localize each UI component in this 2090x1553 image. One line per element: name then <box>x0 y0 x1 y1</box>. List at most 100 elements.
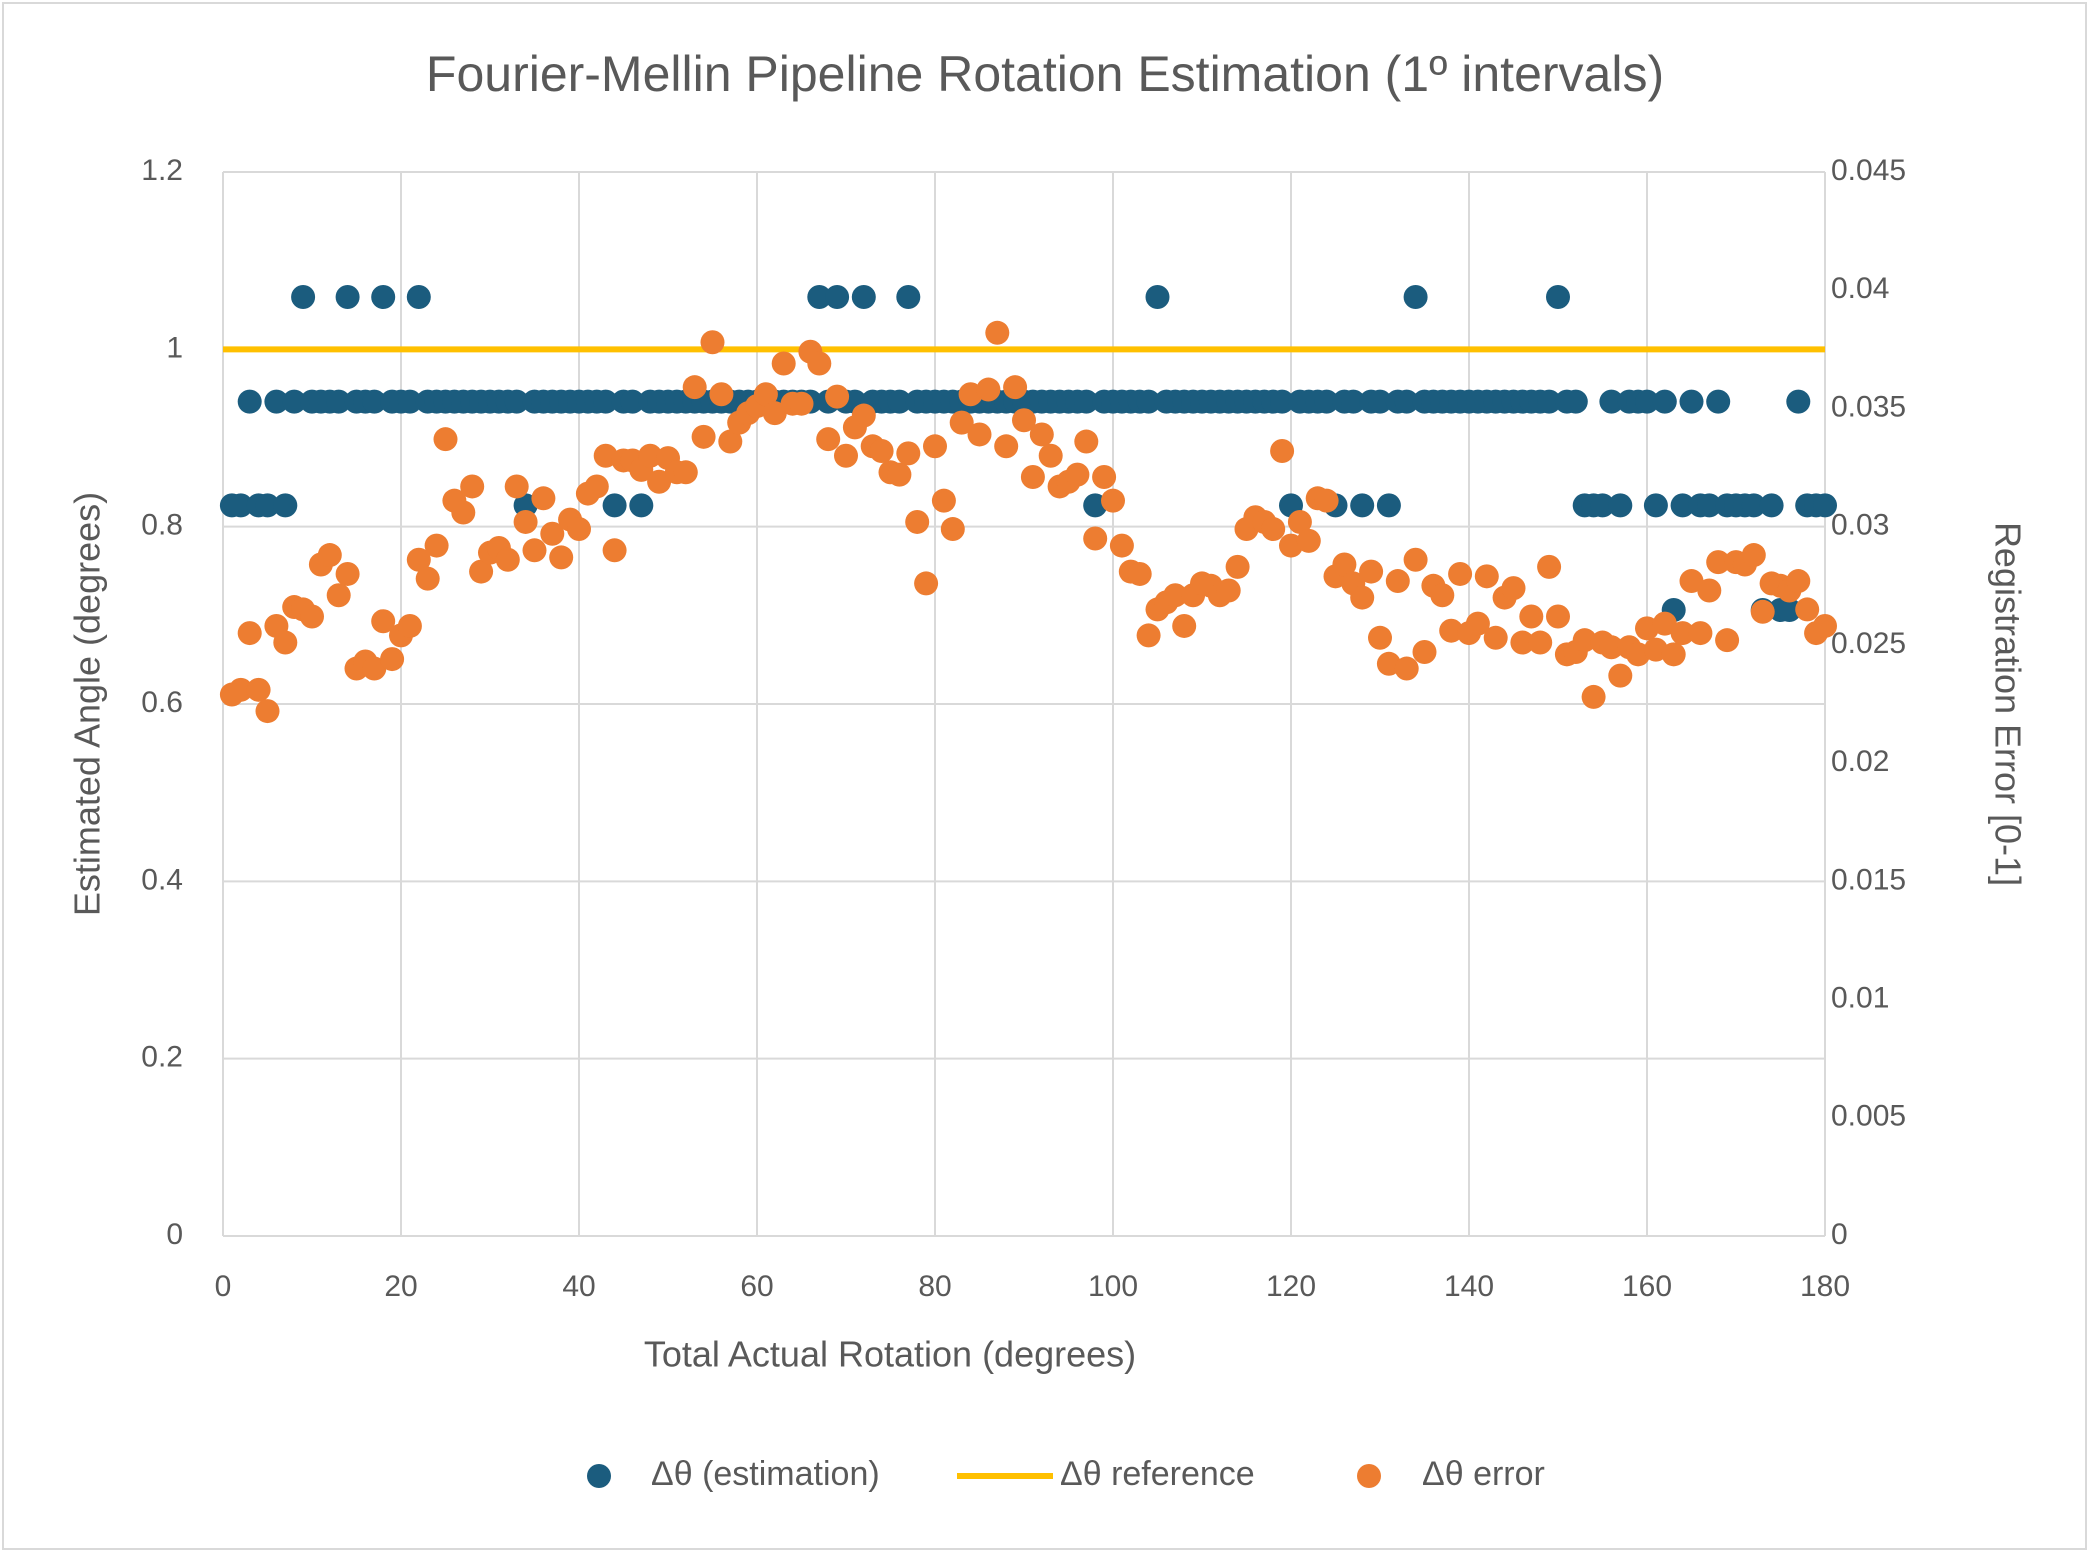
data-point <box>1786 569 1811 594</box>
data-point <box>807 285 832 310</box>
data-point <box>362 389 387 414</box>
data-point <box>869 439 894 464</box>
data-point <box>753 382 778 407</box>
y-tick-label: 0.6 <box>141 686 183 719</box>
data-point <box>629 493 654 518</box>
data-point <box>1599 389 1624 414</box>
data-point <box>940 517 965 542</box>
data-point <box>335 561 360 586</box>
data-point <box>1546 285 1570 310</box>
data-point <box>1412 639 1437 664</box>
y-axis-title: Estimated Angle (degrees) <box>67 492 108 916</box>
data-point <box>362 656 387 681</box>
data-point <box>371 285 396 310</box>
data-point <box>1813 613 1837 638</box>
data-point <box>851 285 876 310</box>
data-point <box>602 538 627 563</box>
y2-tick-label: 0.035 <box>1831 390 1906 423</box>
y2-tick-label: 0.01 <box>1831 981 1889 1014</box>
data-point <box>1109 533 1134 558</box>
data-point <box>1670 493 1695 518</box>
data-point <box>1439 618 1464 643</box>
data-point <box>397 613 422 638</box>
data-point <box>789 391 814 416</box>
data-point <box>326 389 351 414</box>
data-point <box>1394 656 1419 681</box>
data-point <box>469 559 494 584</box>
data-point <box>1296 528 1321 553</box>
data-point <box>709 382 734 407</box>
data-point <box>1270 439 1295 464</box>
data-point <box>1012 408 1036 433</box>
y-tick-label: 0.4 <box>141 863 183 896</box>
data-point <box>255 699 280 724</box>
data-point <box>237 389 262 414</box>
data-point <box>1741 493 1766 518</box>
data-point <box>1350 493 1375 518</box>
data-point <box>771 351 796 376</box>
data-point <box>1608 663 1633 688</box>
data-point <box>1679 389 1704 414</box>
data-point <box>718 429 743 454</box>
data-point <box>673 460 698 485</box>
data-point <box>923 434 947 459</box>
data-point <box>1350 585 1375 610</box>
data-point <box>1715 628 1740 653</box>
data-point <box>620 389 645 414</box>
data-point <box>1697 493 1722 518</box>
y2-axis-title: Registration Error [0-1] <box>1987 522 2028 886</box>
y2-tick-label: 0 <box>1831 1218 1848 1251</box>
x-tick-label: 180 <box>1800 1270 1850 1303</box>
data-point <box>1020 465 1045 490</box>
legend-marker <box>587 1464 611 1488</box>
y2-tick-label: 0.025 <box>1831 627 1906 660</box>
data-point <box>495 547 520 572</box>
data-point <box>282 389 307 414</box>
data-point <box>647 469 672 494</box>
data-point <box>1813 493 1837 518</box>
data-point <box>326 583 351 608</box>
data-point <box>1261 517 1286 542</box>
data-point <box>1172 613 1197 638</box>
data-point <box>834 443 858 468</box>
data-point <box>1599 635 1624 660</box>
data-point <box>1608 493 1633 518</box>
data-point <box>335 285 360 310</box>
data-point <box>1652 611 1677 636</box>
data-point <box>949 410 974 435</box>
x-tick-label: 100 <box>1088 1270 1138 1303</box>
data-point <box>1385 569 1410 594</box>
data-point <box>1697 578 1722 603</box>
data-point <box>967 422 992 447</box>
data-point <box>415 566 440 591</box>
data-point <box>1465 611 1490 636</box>
data-point <box>994 434 1019 459</box>
data-point <box>887 462 912 487</box>
data-point <box>246 677 271 702</box>
data-point <box>1314 389 1339 414</box>
data-point <box>985 320 1010 345</box>
data-point <box>1501 576 1526 601</box>
data-point <box>1368 625 1392 650</box>
data-point <box>887 389 912 414</box>
y2-tick-label: 0.005 <box>1831 1100 1906 1133</box>
data-point <box>264 389 289 414</box>
data-point <box>460 474 485 499</box>
data-point <box>1136 623 1161 648</box>
data-point <box>700 330 725 355</box>
data-point <box>905 509 930 534</box>
y-tick-label: 0 <box>166 1218 183 1251</box>
data-point <box>1519 604 1544 629</box>
data-point <box>825 384 850 409</box>
data-point <box>1537 389 1562 414</box>
data-point <box>1145 285 1170 310</box>
data-point <box>1572 628 1597 653</box>
y-tick-label: 0.8 <box>141 509 183 542</box>
y2-tick-label: 0.03 <box>1831 509 1889 542</box>
data-point <box>1563 389 1588 414</box>
data-point <box>531 486 556 511</box>
data-point <box>1750 599 1775 624</box>
legend-marker <box>1357 1464 1381 1488</box>
data-point <box>1225 554 1250 579</box>
data-point <box>504 474 529 499</box>
